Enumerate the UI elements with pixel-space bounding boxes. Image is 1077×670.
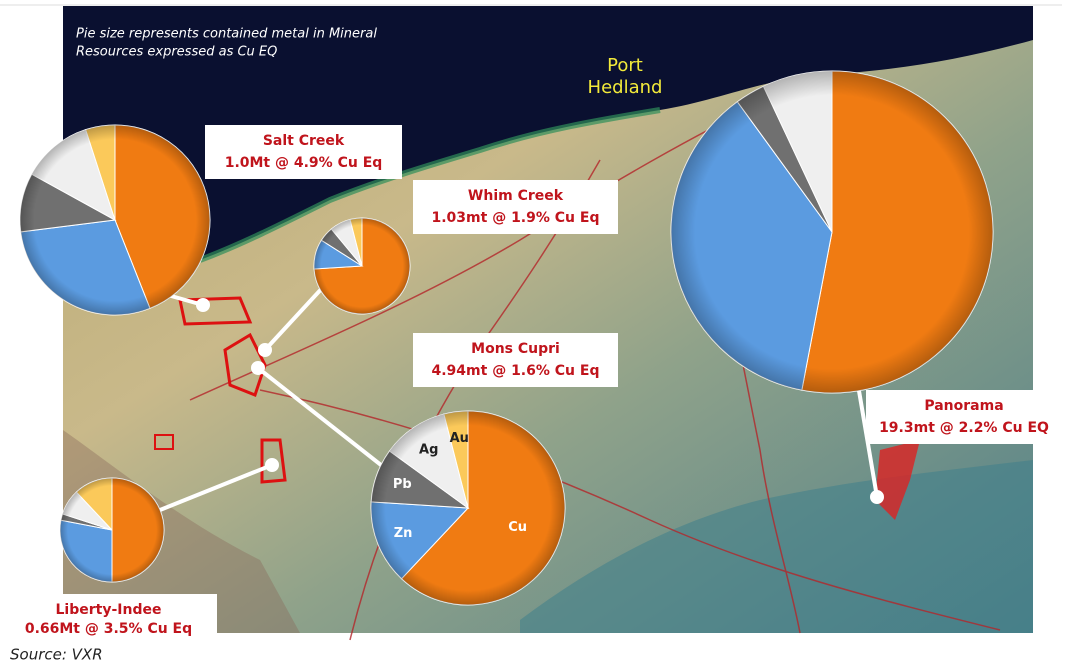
deposit-name: Mons Cupri (471, 341, 560, 357)
deposit-name: Salt Creek (263, 133, 345, 149)
deposit-label: Whim Creek 1.03mt @ 1.9% Cu Eq (413, 180, 618, 234)
map-figure: Pie size represents contained metal in M… (0, 0, 1077, 666)
deposit-name: Whim Creek (468, 188, 564, 204)
pie (60, 478, 164, 582)
deposit-name: Liberty-Indee (56, 602, 162, 618)
source: Source: VXR (10, 646, 103, 664)
deposit-label: Panorama 19.3mt @ 2.2% Cu EQ (866, 390, 1062, 444)
note-line: Resources expressed as Cu EQ (76, 45, 277, 60)
deposit-resource: 1.0Mt @ 4.9% Cu Eq (225, 155, 383, 171)
deposit-name: Panorama (924, 398, 1003, 414)
pie (671, 71, 993, 393)
note-line: Pie size represents contained metal in M… (76, 27, 377, 42)
pie: CuZnPbAgAu (371, 411, 565, 605)
place-label: Hedland (588, 77, 663, 98)
deposit-label: Liberty-Indee 0.66Mt @ 3.5% Cu Eq (0, 594, 217, 640)
deposit-label: Salt Creek 1.0Mt @ 4.9% Cu Eq (205, 125, 402, 179)
deposit-resource: 1.03mt @ 1.9% Cu Eq (432, 210, 600, 226)
deposit-resource: 4.94mt @ 1.6% Cu Eq (432, 363, 600, 379)
pie-shade (371, 411, 565, 605)
pie-shade (671, 71, 993, 393)
pie-shade (60, 478, 164, 582)
deposit-resource: 19.3mt @ 2.2% Cu EQ (879, 420, 1049, 436)
deposit-resource: 0.66Mt @ 3.5% Cu Eq (25, 621, 192, 637)
deposit-label: Mons Cupri 4.94mt @ 1.6% Cu Eq (413, 333, 618, 387)
pie-shade (20, 125, 210, 315)
place-label: Port (607, 55, 643, 76)
pie (20, 125, 210, 315)
pie-shade (314, 218, 410, 314)
pie (314, 218, 410, 314)
